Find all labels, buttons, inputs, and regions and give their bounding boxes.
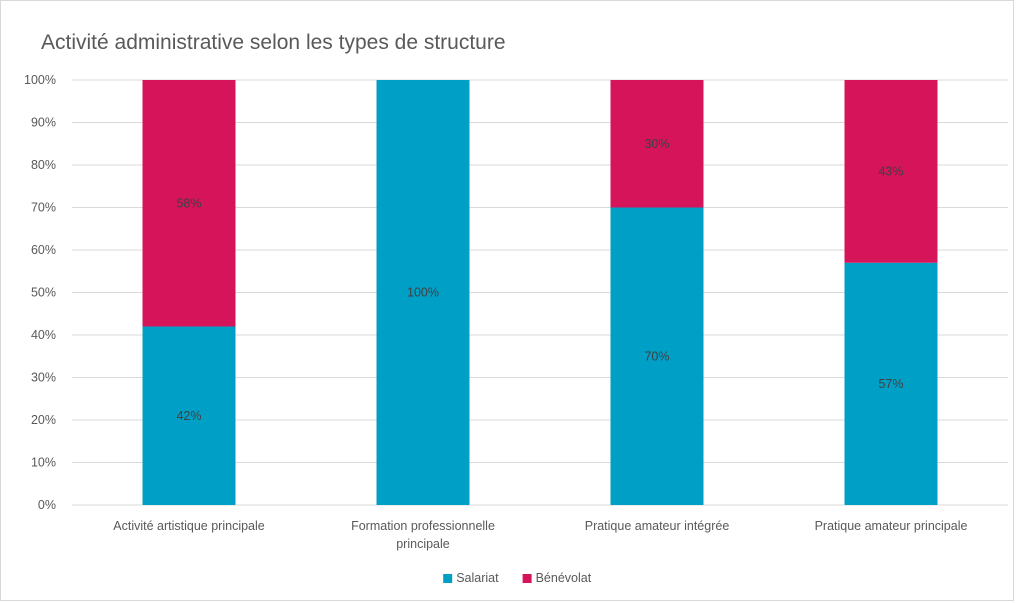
x-category-label: Activité artistique principale [113, 519, 265, 533]
data-label: 57% [878, 377, 903, 391]
data-labels: 42% 58% 100% 70% 30% 57% 43% [176, 137, 903, 423]
y-tick-label: 60% [31, 243, 56, 257]
y-tick-label: 0% [38, 498, 56, 512]
x-axis-categories: Activité artistique principale Formation … [113, 519, 967, 551]
data-label: 100% [407, 286, 439, 300]
bar-segment-bnvolat [610, 80, 704, 208]
bar-segment-salariat [376, 80, 470, 505]
data-label: 70% [644, 349, 669, 363]
data-label: 30% [644, 137, 669, 151]
y-tick-label: 70% [31, 201, 56, 215]
y-tick-label: 20% [31, 413, 56, 427]
legend-label: Salariat [456, 571, 499, 585]
y-tick-label: 30% [31, 371, 56, 385]
bar-segment-bnvolat [844, 80, 938, 263]
y-axis-ticks: 0% 10% 20% 30% 40% 50% 60% 70% 80% 90% 100% [24, 73, 56, 512]
legend-label: Bénévolat [536, 571, 592, 585]
data-label: 58% [176, 196, 201, 210]
y-tick-label: 10% [31, 456, 56, 470]
x-category-label: Pratique amateur intégrée [585, 519, 730, 533]
x-category-label: Formation professionnelle [351, 519, 495, 533]
legend: Salariat Bénévolat [443, 571, 592, 585]
y-tick-label: 80% [31, 158, 56, 172]
legend-swatch [522, 574, 532, 583]
y-tick-label: 50% [31, 286, 56, 300]
data-label: 42% [176, 409, 201, 423]
x-category-label: Pratique amateur principale [815, 519, 968, 533]
data-label: 43% [878, 164, 903, 178]
bar-segment-salariat [610, 207, 704, 505]
y-tick-label: 100% [24, 73, 56, 87]
bar-segment-bnvolat [142, 80, 236, 327]
y-tick-label: 40% [31, 328, 56, 342]
legend-swatch [443, 574, 453, 583]
y-tick-label: 90% [31, 116, 56, 130]
chart-title: Activité administrative selon les types … [41, 31, 506, 54]
bars [142, 80, 938, 505]
x-category-label: principale [396, 537, 450, 551]
bar-segment-salariat [142, 326, 236, 505]
bar-segment-salariat [844, 262, 938, 505]
